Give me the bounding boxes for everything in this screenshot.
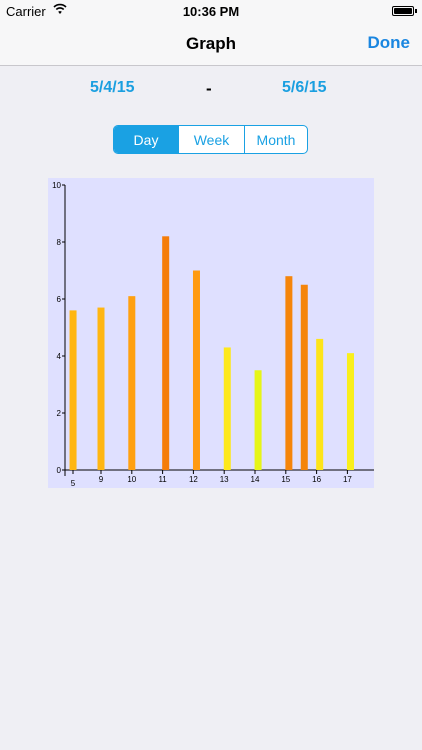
- navigation-bar: Graph Done: [0, 22, 422, 66]
- y-tick-label: 8: [57, 238, 62, 247]
- page-title: Graph: [185, 34, 237, 53]
- chart-bar: [69, 310, 77, 470]
- start-date-button[interactable]: 5/4/15: [90, 79, 135, 96]
- chart-bar: [192, 270, 200, 470]
- y-tick-label: 2: [57, 409, 62, 418]
- x-tick-label: 10: [127, 475, 136, 484]
- x-tick-label: 12: [189, 475, 198, 484]
- date-separator: -: [206, 79, 212, 98]
- segment-week[interactable]: Week: [178, 126, 244, 153]
- chart-bar: [128, 296, 136, 470]
- x-tick-label: 16: [312, 475, 321, 484]
- plot-background: [48, 178, 374, 488]
- chart-bar: [300, 284, 308, 470]
- y-tick-label: 4: [57, 352, 62, 361]
- chart-bar: [346, 353, 354, 470]
- carrier-label: Carrier: [6, 4, 46, 19]
- bar-chart-svg: 0 2 4 6 8 10 5 9 10 11 12 13 14 15 16 17: [48, 178, 374, 488]
- x-tick-label: 14: [251, 475, 260, 484]
- end-date-button[interactable]: 5/6/15: [282, 79, 327, 96]
- y-tick-label: 10: [52, 181, 61, 190]
- chart-bar: [316, 338, 324, 470]
- x-tick-label: 15: [281, 475, 290, 484]
- x-tick-label: 13: [220, 475, 229, 484]
- done-button[interactable]: Done: [367, 33, 411, 52]
- chart-bar: [254, 370, 262, 470]
- wifi-icon: [53, 3, 67, 15]
- chart-bar: [162, 236, 170, 470]
- x-tick-label: 11: [158, 475, 167, 484]
- bar-chart: 0 2 4 6 8 10 5 9 10 11 12 13 14 15 16 17: [48, 178, 374, 488]
- chart-bar: [223, 347, 231, 470]
- chart-bar: [97, 307, 105, 470]
- y-tick-label: 6: [57, 295, 62, 304]
- x-tick-label: 9: [99, 475, 104, 484]
- segment-month[interactable]: Month: [244, 126, 307, 153]
- date-range: 5/4/15 - 5/6/15: [0, 79, 422, 99]
- period-segmented-control: Day Week Month: [113, 125, 308, 154]
- segment-day[interactable]: Day: [114, 126, 178, 153]
- battery-icon: [392, 6, 414, 16]
- x-tick-label: 17: [343, 475, 352, 484]
- y-tick-label: 0: [57, 466, 62, 475]
- battery-tip: [415, 9, 417, 13]
- status-time: 10:36 PM: [182, 4, 240, 19]
- x-tick-label: 5: [71, 479, 76, 488]
- status-bar: Carrier 10:36 PM: [0, 0, 422, 22]
- chart-bar: [285, 276, 293, 470]
